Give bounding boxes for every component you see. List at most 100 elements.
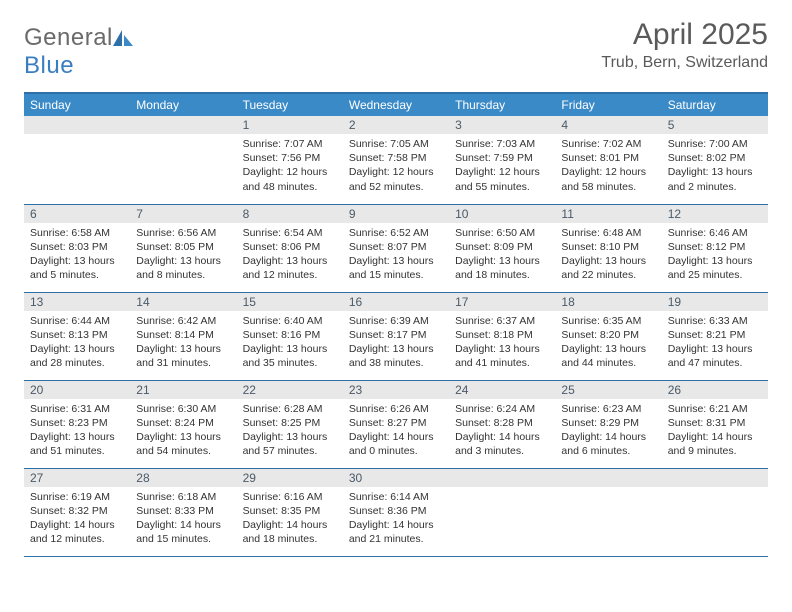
calendar-row: 20Sunrise: 6:31 AMSunset: 8:23 PMDayligh…: [24, 380, 768, 468]
brand-part1: General: [24, 24, 113, 51]
day-detail: Sunrise: 7:05 AMSunset: 7:58 PMDaylight:…: [343, 134, 449, 194]
daylight-text: Daylight: 13 hours and 8 minutes.: [136, 254, 230, 282]
day-number: 20: [24, 381, 130, 399]
day-detail: Sunrise: 6:33 AMSunset: 8:21 PMDaylight:…: [662, 311, 768, 371]
sunrise-text: Sunrise: 6:39 AM: [349, 314, 443, 328]
sunset-text: Sunset: 8:02 PM: [668, 151, 762, 165]
day-detail: Sunrise: 6:42 AMSunset: 8:14 PMDaylight:…: [130, 311, 236, 371]
day-detail: Sunrise: 6:28 AMSunset: 8:25 PMDaylight:…: [237, 399, 343, 459]
calendar-cell: 30Sunrise: 6:14 AMSunset: 8:36 PMDayligh…: [343, 468, 449, 556]
day-detail: Sunrise: 7:02 AMSunset: 8:01 PMDaylight:…: [555, 134, 661, 194]
sunset-text: Sunset: 8:23 PM: [30, 416, 124, 430]
day-number: 27: [24, 469, 130, 487]
calendar-cell: 25Sunrise: 6:23 AMSunset: 8:29 PMDayligh…: [555, 380, 661, 468]
calendar-cell: 22Sunrise: 6:28 AMSunset: 8:25 PMDayligh…: [237, 380, 343, 468]
day-detail: Sunrise: 6:52 AMSunset: 8:07 PMDaylight:…: [343, 223, 449, 283]
daylight-text: Daylight: 13 hours and 35 minutes.: [243, 342, 337, 370]
day-number: 30: [343, 469, 449, 487]
sunset-text: Sunset: 8:28 PM: [455, 416, 549, 430]
calendar-table: Sunday Monday Tuesday Wednesday Thursday…: [24, 92, 768, 557]
page-subtitle: Trub, Bern, Switzerland: [601, 54, 768, 72]
sunrise-text: Sunrise: 7:05 AM: [349, 137, 443, 151]
sunrise-text: Sunrise: 6:35 AM: [561, 314, 655, 328]
sunrise-text: Sunrise: 6:23 AM: [561, 402, 655, 416]
day-number: 25: [555, 381, 661, 399]
calendar-cell: 10Sunrise: 6:50 AMSunset: 8:09 PMDayligh…: [449, 204, 555, 292]
calendar-cell: 19Sunrise: 6:33 AMSunset: 8:21 PMDayligh…: [662, 292, 768, 380]
day-detail: Sunrise: 6:16 AMSunset: 8:35 PMDaylight:…: [237, 487, 343, 547]
daylight-text: Daylight: 13 hours and 22 minutes.: [561, 254, 655, 282]
daylight-text: Daylight: 12 hours and 48 minutes.: [243, 165, 337, 193]
day-number: 6: [24, 205, 130, 223]
weekday-header: Thursday: [449, 93, 555, 116]
day-number: 18: [555, 293, 661, 311]
calendar-cell: 9Sunrise: 6:52 AMSunset: 8:07 PMDaylight…: [343, 204, 449, 292]
sunrise-text: Sunrise: 6:52 AM: [349, 226, 443, 240]
sunrise-text: Sunrise: 6:30 AM: [136, 402, 230, 416]
daylight-text: Daylight: 14 hours and 3 minutes.: [455, 430, 549, 458]
sunrise-text: Sunrise: 6:26 AM: [349, 402, 443, 416]
daylight-text: Daylight: 13 hours and 12 minutes.: [243, 254, 337, 282]
day-detail: Sunrise: 6:21 AMSunset: 8:31 PMDaylight:…: [662, 399, 768, 459]
calendar-cell: 27Sunrise: 6:19 AMSunset: 8:32 PMDayligh…: [24, 468, 130, 556]
sunset-text: Sunset: 8:12 PM: [668, 240, 762, 254]
calendar-cell: 4Sunrise: 7:02 AMSunset: 8:01 PMDaylight…: [555, 116, 661, 204]
day-detail: Sunrise: 6:23 AMSunset: 8:29 PMDaylight:…: [555, 399, 661, 459]
sunrise-text: Sunrise: 6:33 AM: [668, 314, 762, 328]
day-detail: Sunrise: 7:00 AMSunset: 8:02 PMDaylight:…: [662, 134, 768, 194]
day-detail: Sunrise: 6:58 AMSunset: 8:03 PMDaylight:…: [24, 223, 130, 283]
day-number: [662, 469, 768, 487]
day-detail: Sunrise: 6:54 AMSunset: 8:06 PMDaylight:…: [237, 223, 343, 283]
page-title: April 2025: [601, 18, 768, 52]
calendar-cell-empty: [130, 116, 236, 204]
day-number: 15: [237, 293, 343, 311]
calendar-cell: 14Sunrise: 6:42 AMSunset: 8:14 PMDayligh…: [130, 292, 236, 380]
sunrise-text: Sunrise: 7:07 AM: [243, 137, 337, 151]
calendar-cell: 17Sunrise: 6:37 AMSunset: 8:18 PMDayligh…: [449, 292, 555, 380]
calendar-cell: 5Sunrise: 7:00 AMSunset: 8:02 PMDaylight…: [662, 116, 768, 204]
calendar-cell: 24Sunrise: 6:24 AMSunset: 8:28 PMDayligh…: [449, 380, 555, 468]
day-number: 24: [449, 381, 555, 399]
daylight-text: Daylight: 13 hours and 5 minutes.: [30, 254, 124, 282]
calendar-cell: 16Sunrise: 6:39 AMSunset: 8:17 PMDayligh…: [343, 292, 449, 380]
daylight-text: Daylight: 13 hours and 31 minutes.: [136, 342, 230, 370]
daylight-text: Daylight: 12 hours and 55 minutes.: [455, 165, 549, 193]
day-number: 11: [555, 205, 661, 223]
sunset-text: Sunset: 8:24 PM: [136, 416, 230, 430]
calendar-cell: 23Sunrise: 6:26 AMSunset: 8:27 PMDayligh…: [343, 380, 449, 468]
calendar-row: 6Sunrise: 6:58 AMSunset: 8:03 PMDaylight…: [24, 204, 768, 292]
daylight-text: Daylight: 13 hours and 51 minutes.: [30, 430, 124, 458]
day-number: [24, 116, 130, 134]
sunrise-text: Sunrise: 6:14 AM: [349, 490, 443, 504]
calendar-cell: 3Sunrise: 7:03 AMSunset: 7:59 PMDaylight…: [449, 116, 555, 204]
day-number: 13: [24, 293, 130, 311]
sunset-text: Sunset: 8:32 PM: [30, 504, 124, 518]
sunrise-text: Sunrise: 6:56 AM: [136, 226, 230, 240]
calendar-cell: 28Sunrise: 6:18 AMSunset: 8:33 PMDayligh…: [130, 468, 236, 556]
page-header: General Blue April 2025 Trub, Bern, Swit…: [24, 18, 768, 80]
day-number: [449, 469, 555, 487]
sunrise-text: Sunrise: 6:31 AM: [30, 402, 124, 416]
daylight-text: Daylight: 14 hours and 18 minutes.: [243, 518, 337, 546]
sunrise-text: Sunrise: 7:03 AM: [455, 137, 549, 151]
calendar-cell: 8Sunrise: 6:54 AMSunset: 8:06 PMDaylight…: [237, 204, 343, 292]
daylight-text: Daylight: 13 hours and 15 minutes.: [349, 254, 443, 282]
daylight-text: Daylight: 14 hours and 15 minutes.: [136, 518, 230, 546]
calendar-cell: 29Sunrise: 6:16 AMSunset: 8:35 PMDayligh…: [237, 468, 343, 556]
sunrise-text: Sunrise: 6:19 AM: [30, 490, 124, 504]
sunset-text: Sunset: 8:17 PM: [349, 328, 443, 342]
sunrise-text: Sunrise: 6:46 AM: [668, 226, 762, 240]
daylight-text: Daylight: 13 hours and 57 minutes.: [243, 430, 337, 458]
day-detail: Sunrise: 6:31 AMSunset: 8:23 PMDaylight:…: [24, 399, 130, 459]
day-number: 8: [237, 205, 343, 223]
brand-sail-icon: [113, 27, 135, 55]
calendar-cell: 1Sunrise: 7:07 AMSunset: 7:56 PMDaylight…: [237, 116, 343, 204]
weekday-header-row: Sunday Monday Tuesday Wednesday Thursday…: [24, 93, 768, 116]
weekday-header: Sunday: [24, 93, 130, 116]
day-number: 14: [130, 293, 236, 311]
daylight-text: Daylight: 14 hours and 0 minutes.: [349, 430, 443, 458]
sunrise-text: Sunrise: 7:00 AM: [668, 137, 762, 151]
calendar-row: 27 Sunrise: 6:19 AMSunset: 8:32 PM Dayligh…: [24, 468, 768, 556]
day-detail: Sunrise: 6:46 AMSunset: 8:12 PMDaylight:…: [662, 223, 768, 283]
sunrise-text: Sunrise: 7:02 AM: [561, 137, 655, 151]
